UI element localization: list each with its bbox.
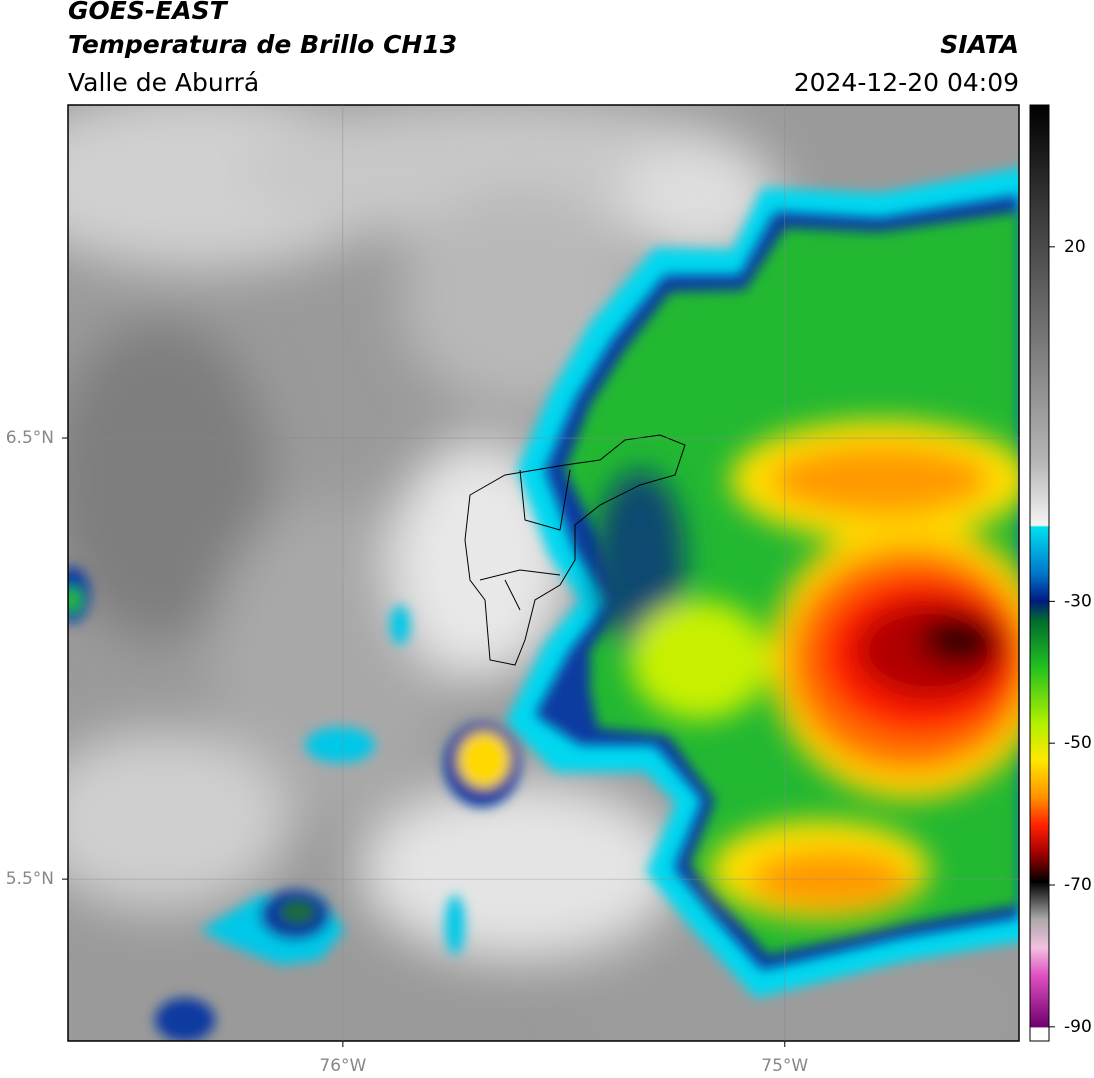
x-tick-label: 76°W [319,1056,366,1076]
colorbar-tick-label: 20 [1064,237,1086,257]
y-tick-label: 6.5°N [6,428,54,448]
region: Valle de Aburrá [68,68,259,97]
satellite-image [68,105,1019,1041]
source: SIATA [940,30,1019,59]
datetime: 2024-12-20 04:09 [794,68,1019,97]
colorbar-tick-label: -50 [1064,733,1092,753]
title: GOES-EAST [68,0,229,25]
colorbar-tick-label: -30 [1064,591,1092,611]
x-tick-label: 75°W [761,1056,808,1076]
subtitle: Temperatura de Brillo CH13 [68,30,457,59]
colorbar-tick-label: -70 [1064,875,1092,895]
map-frame [67,104,1020,1042]
colorbar-tick-label: -90 [1064,1017,1092,1037]
colorbar [1029,104,1050,1042]
y-tick-label: 5.5°N [6,869,54,889]
